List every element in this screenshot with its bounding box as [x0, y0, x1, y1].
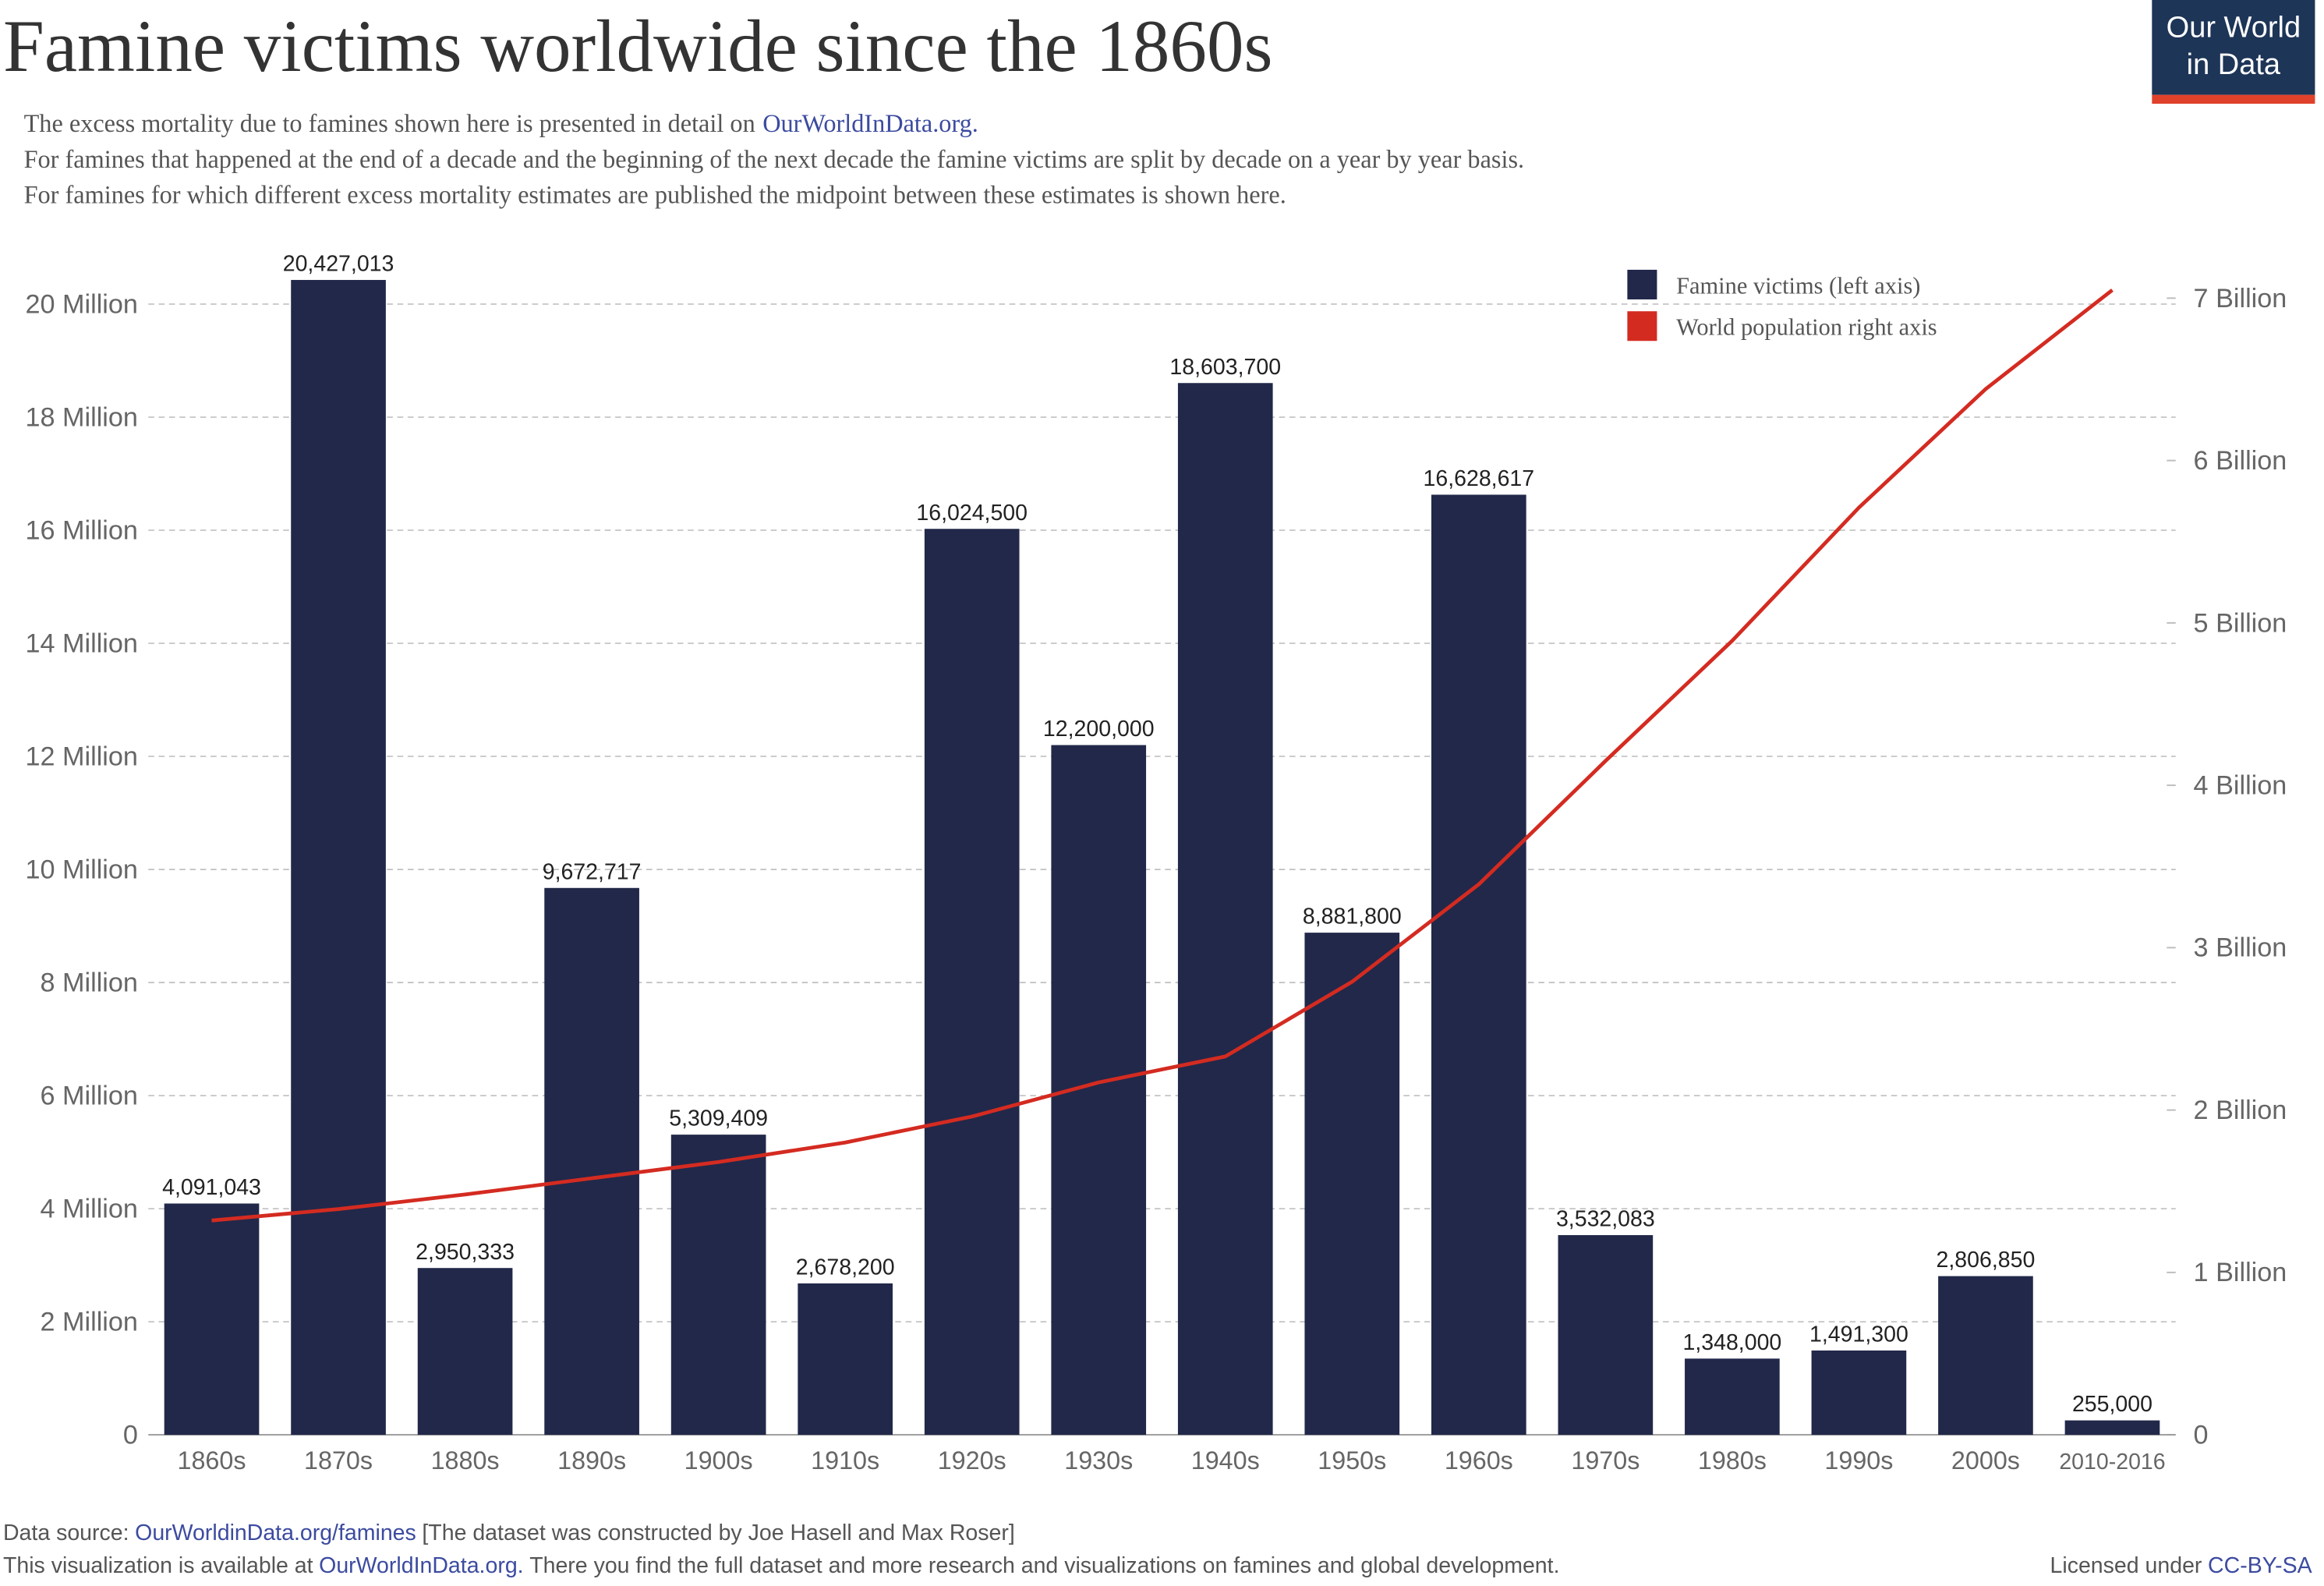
x-tick-label: 1860s	[178, 1446, 246, 1474]
subtitle: For famines that happened at the end of …	[24, 145, 1525, 173]
y2-tick-label: 0	[2194, 1421, 2209, 1450]
y2-tick-label: 4 Billion	[2194, 771, 2287, 801]
bar	[1431, 494, 1526, 1436]
footer-source: Data source: OurWorldinData.org/famines [T…	[3, 1521, 1015, 1545]
bar	[798, 1283, 893, 1436]
y-tick-label: 8 Million	[40, 968, 137, 997]
bar	[164, 1203, 260, 1436]
x-tick-label: 2000s	[1951, 1446, 2020, 1474]
x-tick-label: 2010-2016	[2059, 1450, 2165, 1474]
bar	[544, 887, 639, 1436]
x-tick-label: 1900s	[684, 1446, 753, 1474]
data-label: 2,678,200	[796, 1255, 895, 1280]
y-tick-label: 4 Million	[40, 1194, 137, 1223]
y2-tick-label: 2 Billion	[2194, 1096, 2287, 1125]
y2-tick-label: 3 Billion	[2194, 933, 2287, 963]
y2-tick-label: 6 Billion	[2194, 446, 2287, 476]
logo[interactable]: Our World in Data	[2152, 0, 2315, 104]
x-tick-label: 1870s	[304, 1446, 373, 1474]
x-tick-label: 1990s	[1824, 1446, 1893, 1474]
data-label: 1,491,300	[1809, 1322, 1908, 1347]
bar	[1558, 1235, 1654, 1436]
bar	[1938, 1276, 2033, 1436]
subtitle-text: The excess mortality due to famines show…	[24, 109, 755, 137]
data-label: 18,603,700	[1169, 355, 1281, 380]
logo-box	[2152, 0, 2315, 95]
x-tick-label: 1920s	[938, 1446, 1006, 1474]
x-tick-label: 1930s	[1064, 1446, 1133, 1474]
data-label: 12,200,000	[1043, 717, 1155, 742]
x-tick-label: 1940s	[1191, 1446, 1260, 1474]
bar	[670, 1135, 766, 1436]
y-tick-label: 12 Million	[25, 742, 137, 771]
x-tick-label: 1950s	[1318, 1446, 1386, 1474]
x-tick-label: 1980s	[1698, 1446, 1767, 1474]
data-label: 4,091,043	[162, 1175, 261, 1200]
bar	[291, 280, 386, 1436]
bar	[2064, 1420, 2160, 1436]
bar	[1177, 383, 1273, 1436]
data-label: 255,000	[2072, 1392, 2152, 1417]
x-tick-label: 1960s	[1445, 1446, 1513, 1474]
y-tick-label: 16 Million	[25, 515, 137, 545]
y-tick-label: 6 Million	[40, 1081, 137, 1110]
footer-text: Licensed under	[2050, 1553, 2202, 1578]
y2-tick-label: 7 Billion	[2194, 284, 2287, 313]
footer-link[interactable]: OurWorldinData.org/famines	[135, 1521, 416, 1545]
y-tick-label: 20 Million	[25, 289, 137, 319]
logo-text: Our World	[2167, 12, 2301, 44]
data-label: 2,806,850	[1937, 1248, 2036, 1273]
footer-text: Data source:	[3, 1521, 129, 1545]
footer-text: [The dataset was constructed by Joe Hase…	[422, 1521, 1014, 1545]
y-tick-label: 0	[123, 1421, 138, 1450]
x-tick-label: 1970s	[1571, 1446, 1640, 1474]
line	[211, 289, 2114, 1223]
footer-text: There you find the full dataset and more…	[529, 1553, 1559, 1578]
subtitle: For famines for which different excess m…	[24, 180, 1286, 208]
legend-swatch	[1627, 269, 1657, 299]
subtitle-link[interactable]: OurWorldInData.org.	[762, 109, 978, 137]
chart-title: Famine victims worldwide since the 1860s	[3, 5, 1272, 87]
footer-availability: This visualization is available at OurWor…	[3, 1553, 1560, 1578]
y-tick-label: 2 Million	[40, 1308, 137, 1337]
x-tick-label: 1880s	[431, 1446, 500, 1474]
y-tick-label: 18 Million	[25, 402, 137, 432]
footer-license: Licensed under CC-BY-SA	[2050, 1553, 2312, 1578]
data-label: 16,024,500	[916, 501, 1028, 526]
y2-tick-label: 1 Billion	[2194, 1258, 2287, 1287]
data-label: 9,672,717	[543, 859, 642, 884]
grid	[148, 303, 2176, 1322]
bar	[1811, 1350, 1907, 1436]
footer-link[interactable]: CC-BY-SA	[2208, 1553, 2312, 1578]
legend-label: World population right axis	[1676, 314, 1937, 341]
data-label: 8,881,800	[1303, 905, 1402, 929]
y2-tick-label: 5 Billion	[2194, 608, 2287, 638]
bar	[1304, 933, 1400, 1436]
subtitle: The excess mortality due to famines show…	[24, 109, 978, 137]
data-label: 20,427,013	[283, 252, 394, 277]
x-tick-label: 1910s	[811, 1446, 879, 1474]
x-tick-label: 1890s	[557, 1446, 626, 1474]
data-label: 1,348,000	[1682, 1330, 1781, 1355]
logo-bar	[2152, 94, 2315, 104]
logo-text: in Data	[2187, 48, 2281, 81]
data-label: 2,950,333	[416, 1240, 515, 1265]
footer-text: This visualization is available at	[3, 1553, 313, 1578]
bar	[417, 1268, 513, 1436]
data-label: 5,309,409	[669, 1106, 768, 1131]
y-tick-label: 10 Million	[25, 855, 137, 884]
y-tick-label: 14 Million	[25, 628, 137, 658]
data-label: 16,628,617	[1424, 466, 1535, 491]
bar	[924, 529, 1020, 1436]
legend-swatch	[1627, 311, 1657, 342]
footer-link[interactable]: OurWorldInData.org.	[319, 1553, 523, 1578]
data-label: 3,532,083	[1556, 1207, 1655, 1232]
bar	[1685, 1358, 1780, 1436]
legend-label: Famine victims (left axis)	[1676, 272, 1920, 299]
